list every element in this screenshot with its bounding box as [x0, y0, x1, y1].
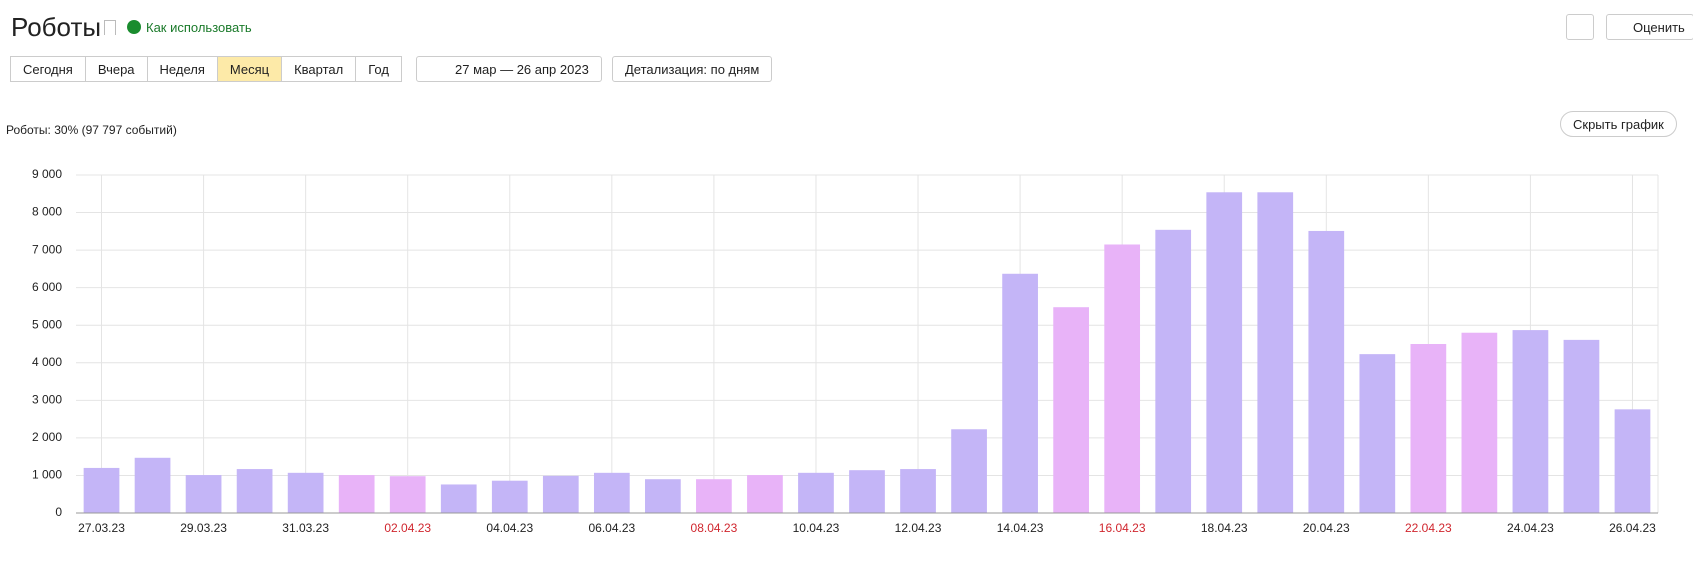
bar	[1257, 192, 1294, 513]
page-title: Роботы	[11, 12, 102, 42]
hide-chart-button[interactable]: Скрыть график	[1560, 111, 1677, 137]
period-switch: Сегодня Вчера Неделя Месяц Квартал Год	[10, 56, 402, 82]
bar	[338, 475, 375, 513]
detail-select[interactable]: Детализация: по дням	[612, 56, 773, 82]
date-range[interactable]: 27 мар — 26 апр 2023	[416, 56, 602, 82]
x-tick-label: 12.04.23	[895, 521, 942, 535]
share-button[interactable]	[1566, 14, 1594, 40]
bar	[236, 469, 273, 513]
y-tick-label: 6 000	[32, 280, 62, 294]
x-tick-label: 08.04.23	[691, 521, 738, 535]
bar	[1410, 344, 1447, 513]
y-tick-label: 0	[55, 505, 62, 519]
bar	[83, 467, 120, 513]
x-tick-label: 31.03.23	[282, 521, 329, 535]
help-icon	[127, 20, 141, 34]
period-button[interactable]: Сегодня	[10, 56, 86, 82]
bar	[900, 469, 936, 513]
x-tick-label: 26.04.23	[1609, 521, 1656, 535]
bar	[747, 475, 783, 513]
bar	[1359, 354, 1396, 513]
bar	[1053, 307, 1089, 513]
bar	[491, 480, 528, 513]
rate-button[interactable]: Оценить	[1606, 14, 1693, 40]
bar	[389, 476, 426, 513]
bar	[440, 484, 477, 513]
bar	[1461, 332, 1498, 513]
period-button[interactable]: Месяц	[216, 56, 283, 82]
period-button[interactable]: Неделя	[146, 56, 218, 82]
x-tick-label: 16.04.23	[1099, 521, 1146, 535]
x-tick-label: 22.04.23	[1405, 521, 1452, 535]
x-tick-label: 14.04.23	[997, 521, 1044, 535]
bar	[1104, 244, 1141, 513]
y-tick-label: 1 000	[32, 468, 62, 482]
bar	[134, 457, 171, 513]
y-tick-label: 2 000	[32, 430, 62, 444]
period-button[interactable]: Год	[355, 56, 402, 82]
summary: Роботы: 30% (97 797 событий)	[6, 123, 177, 137]
x-tick-label: 29.03.23	[180, 521, 227, 535]
bar	[542, 475, 579, 513]
bar	[696, 479, 732, 513]
period-button[interactable]: Квартал	[281, 56, 357, 82]
y-tick-label: 8 000	[32, 205, 62, 219]
x-tick-label: 24.04.23	[1507, 521, 1554, 535]
x-tick-label: 10.04.23	[793, 521, 840, 535]
bar	[1002, 273, 1038, 513]
x-tick-label: 02.04.23	[384, 521, 431, 535]
bar	[1614, 409, 1651, 513]
bookmark-icon[interactable]	[104, 20, 116, 35]
bar	[1563, 339, 1600, 513]
y-tick-label: 7 000	[32, 242, 62, 256]
x-tick-label: 04.04.23	[486, 521, 533, 535]
bar	[185, 475, 222, 513]
y-tick-label: 3 000	[32, 393, 62, 407]
bar	[1308, 230, 1345, 514]
x-tick-label: 20.04.23	[1303, 521, 1350, 535]
bar	[951, 429, 987, 513]
help-link[interactable]: Как использовать	[146, 20, 252, 35]
bar	[287, 472, 324, 513]
y-tick-label: 4 000	[32, 355, 62, 369]
bar	[593, 472, 630, 513]
x-tick-label: 27.03.23	[78, 521, 125, 535]
y-tick-label: 9 000	[32, 167, 62, 181]
bar	[645, 479, 681, 513]
bar	[1512, 330, 1549, 513]
bar	[798, 472, 834, 513]
bar	[849, 470, 885, 513]
bar	[1155, 229, 1192, 513]
bar	[1206, 192, 1243, 513]
x-tick-label: 06.04.23	[588, 521, 635, 535]
x-tick-label: 18.04.23	[1201, 521, 1248, 535]
period-button[interactable]: Вчера	[84, 56, 148, 82]
y-tick-label: 5 000	[32, 317, 62, 331]
